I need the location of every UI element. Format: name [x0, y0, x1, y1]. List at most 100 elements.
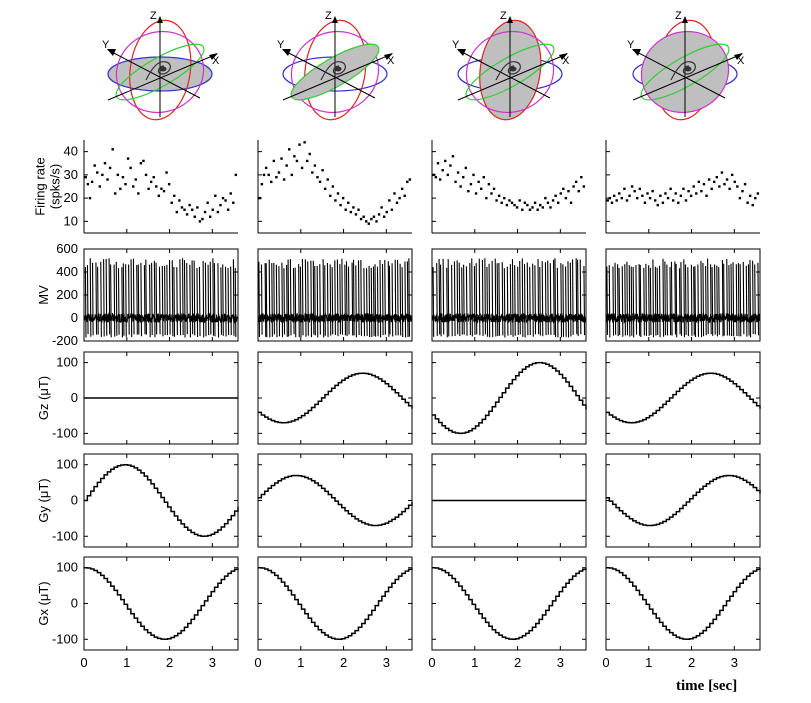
- data-point: [472, 173, 475, 177]
- spike: [222, 264, 224, 336]
- orientation-icon-3: Z Y X: [452, 10, 570, 121]
- spike: [496, 263, 499, 336]
- y-tick-label: 100: [56, 457, 78, 472]
- data-point: [689, 194, 693, 197]
- spike: [307, 261, 309, 336]
- data-point: [444, 159, 447, 163]
- spike: [567, 261, 570, 338]
- data-point: [326, 178, 329, 181]
- spike: [735, 264, 738, 336]
- panel-firing-3: [431, 140, 586, 234]
- data-point: [641, 194, 644, 197]
- data-point: [638, 187, 641, 191]
- spike: [648, 265, 650, 336]
- neuron-soma: [159, 66, 167, 72]
- x-tick-label: 1: [123, 655, 130, 670]
- data-point: [434, 176, 438, 179]
- y-axis-label-gx: Gx (μT): [36, 581, 51, 625]
- data-point: [390, 208, 394, 211]
- data-point: [574, 180, 578, 184]
- panel-frame: [83, 556, 239, 651]
- spike: [128, 264, 130, 335]
- spike: [193, 260, 196, 336]
- spike: [737, 263, 740, 337]
- spike: [478, 258, 481, 336]
- spike: [697, 264, 700, 337]
- data-point: [336, 192, 340, 195]
- y-tick-label: 30: [64, 167, 78, 182]
- data-point: [111, 148, 114, 151]
- data-point: [556, 201, 560, 204]
- data-point: [108, 166, 112, 170]
- data-point: [625, 199, 629, 202]
- data-point: [234, 173, 238, 177]
- rotating-plane-ellipse: [115, 43, 205, 101]
- spike: [529, 266, 531, 335]
- spike: [447, 259, 450, 337]
- spike: [723, 263, 725, 336]
- data-point: [526, 203, 529, 207]
- spike: [179, 259, 182, 336]
- spike: [684, 264, 687, 335]
- data-point: [462, 176, 465, 179]
- y-arrow: [282, 49, 291, 56]
- spike: [176, 267, 178, 336]
- x-tick-label: 2: [166, 655, 173, 670]
- y-tick-label: 0: [71, 596, 78, 611]
- spike: [475, 263, 478, 335]
- spike: [612, 266, 615, 336]
- x-tick-label: 2: [514, 655, 521, 670]
- data-point: [229, 192, 232, 195]
- y-axis-letter: Y: [627, 39, 635, 51]
- data-point: [260, 182, 264, 186]
- field-trace: [606, 372, 761, 424]
- panel-gx-4: 0 1 2 3: [602, 556, 761, 670]
- spike: [155, 262, 158, 335]
- data-point: [539, 203, 542, 207]
- data-point: [178, 199, 181, 202]
- x-arrow: [384, 53, 393, 60]
- spike: [153, 260, 156, 338]
- data-point: [160, 187, 163, 191]
- panels: 0 1 2 3 0 1 2 3 0 1 2 3 0 1 2 3: [80, 140, 761, 670]
- spike: [213, 263, 216, 337]
- spike: [84, 267, 87, 338]
- spike: [436, 263, 438, 336]
- spike: [700, 260, 703, 338]
- data-point: [398, 196, 401, 200]
- data-point: [679, 194, 683, 197]
- data-point: [738, 196, 742, 200]
- data-point: [400, 187, 404, 191]
- field-trace: [606, 474, 761, 527]
- spike: [652, 259, 655, 338]
- data-point: [406, 180, 409, 184]
- spike: [617, 264, 619, 337]
- spike: [473, 266, 476, 335]
- data-point: [569, 201, 573, 204]
- data-point: [695, 192, 698, 195]
- spike: [491, 260, 494, 338]
- spike: [544, 262, 547, 336]
- panel-gz-2: [257, 351, 413, 445]
- spike: [630, 266, 633, 336]
- data-point: [741, 189, 744, 193]
- data-point: [464, 166, 467, 170]
- spike: [265, 263, 268, 338]
- spike: [456, 260, 459, 335]
- spike: [556, 267, 559, 338]
- spike: [100, 261, 102, 337]
- data-point: [653, 199, 657, 202]
- spike: [626, 261, 629, 336]
- data-point: [564, 196, 568, 200]
- spike: [113, 264, 116, 337]
- data-point: [615, 199, 618, 202]
- spike: [670, 261, 673, 336]
- spike: [204, 262, 207, 337]
- data-point: [754, 196, 757, 200]
- data-point: [697, 180, 701, 184]
- spike: [347, 266, 350, 335]
- data-point: [157, 194, 161, 197]
- spike: [693, 266, 695, 336]
- spike: [465, 266, 468, 336]
- data-point: [196, 206, 199, 209]
